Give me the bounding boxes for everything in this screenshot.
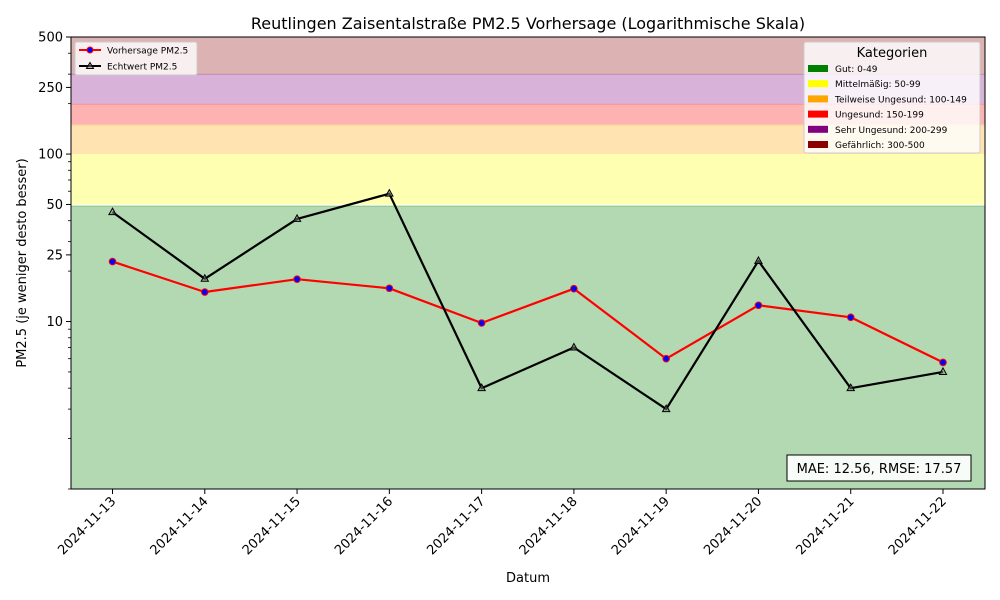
y-axis-label: PM2.5 (je weniger desto besser) — [15, 158, 30, 367]
category-swatch-0 — [808, 65, 828, 72]
category-swatch-3 — [808, 110, 828, 118]
series-0-point-7 — [754, 301, 763, 310]
y-tick-label-4: 250 — [38, 81, 63, 96]
aqi-band-0 — [71, 205, 985, 489]
x-tick-label-1: 2024-11-14 — [148, 494, 212, 558]
x-tick-label-3: 2024-11-16 — [332, 494, 396, 558]
x-tick-label-2: 2024-11-15 — [240, 494, 304, 558]
series-1-point-1 — [200, 273, 210, 282]
x-tick-label-9: 2024-11-22 — [886, 494, 950, 558]
legend-label-forecast: Vorhersage PM2.5 — [107, 47, 188, 57]
y-tick-label-2: 50 — [46, 198, 63, 213]
series-0-point-0 — [108, 257, 117, 266]
series-1-point-5 — [569, 342, 579, 351]
category-label-0: Gut: 0-49 — [835, 65, 878, 75]
series-0-point-4 — [477, 319, 486, 327]
legend-label-actual: Echtwert PM2.5 — [107, 63, 177, 73]
category-label-4: Sehr Ungesund: 200-299 — [835, 126, 948, 136]
series-line-1 — [111, 192, 944, 411]
x-tick-label-6: 2024-11-19 — [609, 494, 673, 558]
series-0-point-9 — [939, 358, 947, 367]
category-swatch-2 — [808, 95, 828, 103]
aqi-band-1 — [71, 154, 985, 205]
metrics-box: MAE: 12.56, RMSE: 17.57 — [786, 454, 972, 482]
category-swatch-1 — [808, 80, 828, 88]
x-axis-label: Datum — [506, 571, 550, 586]
category-swatch-5 — [808, 141, 828, 148]
x-axis-ticks: 2024-11-13 2024-11-14 2024-11-15 2024-11-16… — [55, 489, 950, 558]
series-legend: Vorhersage PM2.5 Echtwert PM2.5 — [74, 41, 198, 76]
category-legend-box — [803, 41, 981, 154]
category-label-5: Gefährlich: 300-500 — [835, 141, 925, 151]
metrics-text: MAE: 12.56, RMSE: 17.57 — [797, 462, 962, 477]
plot-frame — [70, 36, 986, 490]
series-legend-box — [74, 41, 198, 76]
x-tick-label-5: 2024-11-18 — [517, 494, 581, 558]
category-legend: Kategorien Gut: 0-49 Mittelmäßig: 50-99 Te… — [803, 41, 981, 154]
series-1-point-0 — [108, 207, 117, 216]
series-line-0 — [112, 260, 944, 364]
series-1-point-7 — [753, 255, 763, 264]
x-tick-label-8: 2024-11-21 — [794, 494, 858, 558]
y-tick-label-1: 25 — [46, 248, 63, 263]
series-1-point-6 — [661, 404, 671, 413]
series-layer — [108, 188, 948, 413]
series-0-point-8 — [846, 313, 855, 322]
series-1-point-2 — [292, 213, 302, 222]
category-label-1: Mittelmäßig: 50-99 — [835, 80, 921, 90]
series-0-point-1 — [200, 288, 209, 296]
x-tick-label-0: 2024-11-13 — [55, 494, 119, 558]
y-axis-ticks: 10 25 50 100 250 500 — [38, 31, 71, 490]
y-tick-label-0: 10 — [46, 315, 63, 330]
aqi-band-3 — [71, 104, 985, 125]
y-tick-label-5: 500 — [38, 31, 63, 46]
series-0-point-3 — [385, 284, 394, 293]
series-0-point-2 — [293, 275, 301, 283]
x-tick-label-4: 2024-11-17 — [424, 494, 488, 558]
category-swatch-4 — [808, 125, 828, 133]
category-label-3: Ungesund: 150-199 — [835, 111, 924, 121]
legend-marker-forecast — [86, 46, 94, 54]
series-1-point-4 — [477, 383, 487, 392]
chart-title: Reutlingen Zaisentalstraße PM2.5 Vorhers… — [251, 14, 805, 33]
x-tick-label-7: 2024-11-20 — [701, 494, 765, 558]
series-1-point-8 — [846, 383, 856, 392]
series-0-point-6 — [662, 354, 670, 363]
series-0-point-5 — [570, 284, 578, 293]
category-legend-title: Kategorien — [857, 46, 928, 61]
metrics-box-frame — [786, 454, 972, 482]
legend-marker-actual — [85, 61, 95, 69]
category-label-2: Teilweise Ungesund: 100-149 — [834, 95, 967, 105]
series-1-point-3 — [384, 188, 394, 197]
y-tick-label-3: 100 — [38, 148, 63, 163]
series-1-point-9 — [938, 366, 948, 375]
